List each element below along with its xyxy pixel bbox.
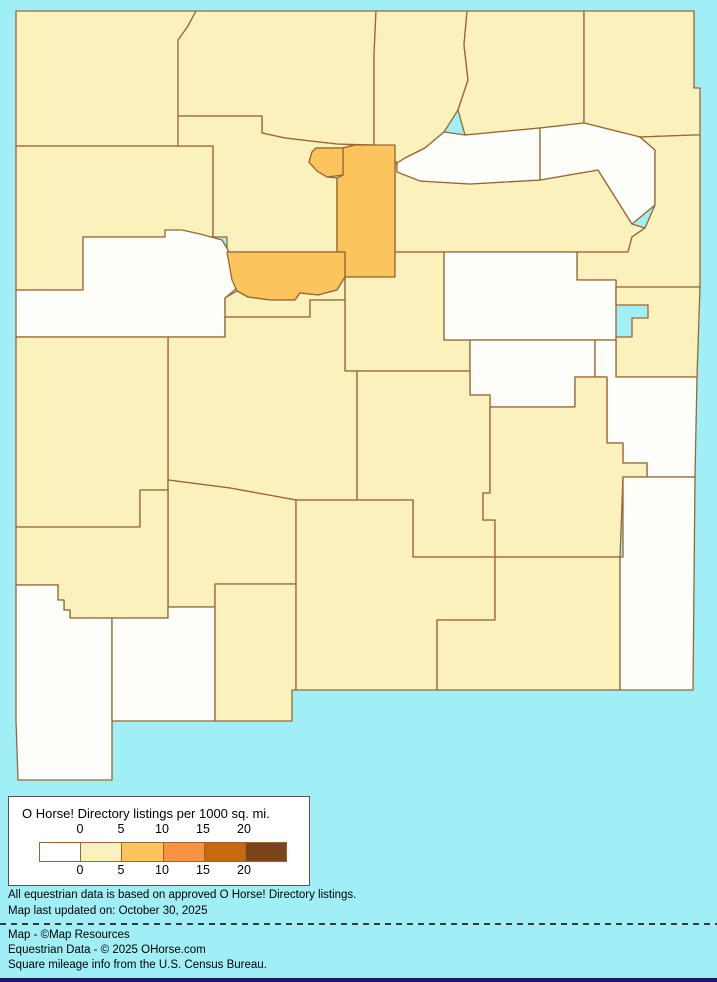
credit-equestrian-data: Equestrian Data - © 2025 OHorse.com — [8, 944, 206, 956]
credit-census: Square mileage info from the U.S. Census… — [8, 959, 267, 971]
legend-tick-label: 0 — [76, 863, 84, 877]
legend-ticks-top: 0 5 10 15 20 — [9, 822, 311, 836]
legend-tick-label: 0 — [76, 822, 84, 836]
county-colfax[interactable] — [457, 10, 585, 136]
legend-tick-label: 10 — [155, 863, 169, 877]
county-dona-ana[interactable] — [214, 583, 297, 722]
county-santa-fe[interactable] — [336, 144, 396, 278]
county-los-alamos[interactable] — [308, 147, 344, 178]
legend-swatch-10-15 — [163, 843, 205, 861]
legend-tick-label: 20 — [237, 822, 251, 836]
legend-swatch-0 — [40, 843, 82, 861]
legend-color-ramp — [39, 842, 287, 862]
legend-swatch-15-20 — [204, 843, 246, 861]
legend-ticks-bottom: 0 5 10 15 20 — [9, 863, 311, 877]
new-mexico-county-choropleth-map — [15, 10, 701, 781]
legend-swatch-20+ — [245, 843, 287, 861]
footnote-last-updated: Map last updated on: October 30, 2025 — [8, 905, 208, 917]
legend-tick-label: 15 — [196, 822, 210, 836]
bottom-edge-bar — [0, 978, 717, 982]
legend-box: O Horse! Directory listings per 1000 sq.… — [8, 796, 310, 886]
county-lea[interactable] — [619, 476, 696, 691]
credit-map: Map - ©Map Resources — [8, 929, 130, 941]
legend-title: O Horse! Directory listings per 1000 sq.… — [22, 806, 270, 821]
legend-tick-label: 10 — [155, 822, 169, 836]
legend-tick-label: 5 — [117, 822, 125, 836]
county-union[interactable] — [583, 10, 701, 138]
footnote-data-source: All equestrian data is based on approved… — [8, 889, 357, 901]
county-curry[interactable] — [615, 286, 701, 378]
dashed-separator — [0, 923, 717, 925]
county-san-juan[interactable] — [15, 10, 197, 147]
legend-swatch-5-10 — [122, 843, 164, 861]
legend-tick-label: 5 — [117, 863, 125, 877]
legend-tick-label: 15 — [196, 863, 210, 877]
legend-tick-label: 20 — [237, 863, 251, 877]
county-luna[interactable] — [111, 606, 216, 722]
legend-swatch-0-5 — [81, 843, 123, 861]
county-hidalgo[interactable] — [15, 584, 113, 781]
